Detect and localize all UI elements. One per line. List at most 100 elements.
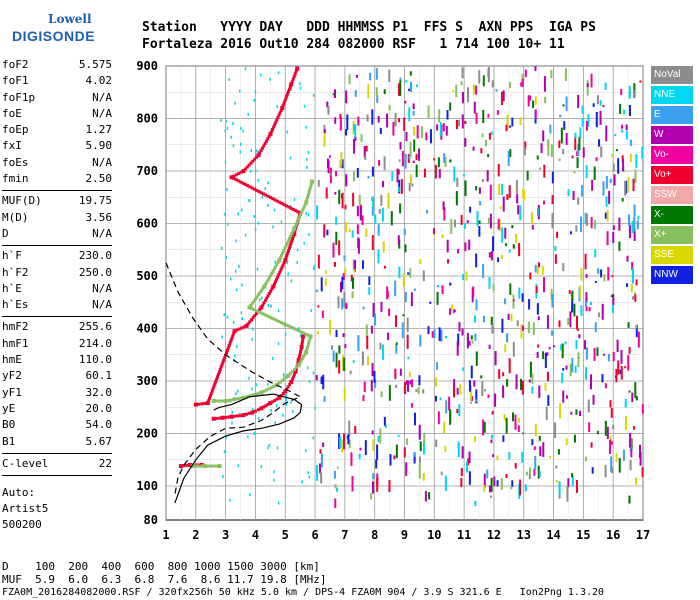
noise-mark	[509, 149, 512, 158]
noise-mark	[498, 220, 501, 231]
noise-mark	[521, 451, 524, 463]
param-value: 255.6	[78, 320, 112, 334]
trace-point	[274, 120, 278, 124]
noise-mark	[594, 249, 597, 258]
noise-mark	[531, 439, 534, 446]
trace-point	[231, 334, 235, 338]
noise-mark	[601, 374, 604, 383]
noise-mark	[639, 80, 642, 83]
noise-mark	[588, 307, 591, 312]
param-label: B0	[2, 418, 16, 432]
param-value: 230.0	[78, 249, 112, 263]
noise-mark	[346, 114, 349, 131]
trace-point	[302, 355, 306, 358]
noise-mark	[323, 124, 326, 133]
noise-mark	[226, 188, 228, 192]
noise-mark	[609, 435, 612, 442]
noise-mark	[560, 344, 563, 351]
noise-mark	[635, 324, 638, 329]
file-info: FZA0M_2016284082000.RSF / 320fx256h 50 k…	[2, 587, 605, 598]
noise-mark	[258, 416, 260, 420]
noise-mark	[334, 191, 337, 195]
noise-mark	[239, 150, 242, 154]
param-label: MUF(D)	[2, 194, 42, 208]
noise-mark	[342, 273, 345, 280]
trace-point	[265, 280, 269, 284]
noise-mark	[622, 449, 625, 461]
trace-point	[260, 146, 264, 150]
trace-point	[200, 402, 204, 406]
trace-point	[262, 144, 266, 148]
noise-mark	[571, 475, 574, 487]
trace-point	[264, 282, 268, 286]
legend-item-vo-plus: Vo+	[651, 166, 693, 184]
noise-mark	[436, 124, 439, 131]
noise-mark	[471, 340, 474, 344]
noise-mark	[465, 271, 468, 281]
noise-mark	[512, 342, 515, 357]
noise-mark	[399, 141, 402, 150]
noise-mark	[403, 117, 406, 131]
trace-point	[283, 389, 288, 394]
trace-point	[268, 401, 273, 406]
noise-mark	[539, 446, 542, 457]
noise-mark	[536, 265, 539, 275]
noise-mark	[528, 298, 531, 310]
noise-mark	[306, 157, 308, 161]
trace-point	[308, 187, 312, 191]
trace-point	[279, 268, 283, 272]
trace-point	[178, 464, 183, 469]
trace-point	[300, 342, 304, 346]
noise-mark	[473, 101, 476, 114]
noise-mark	[366, 356, 369, 366]
noise-mark	[375, 68, 378, 80]
noise-mark	[507, 313, 510, 320]
noise-mark	[377, 249, 380, 264]
noise-mark	[628, 495, 631, 504]
trace-point	[289, 380, 294, 385]
noise-mark	[605, 125, 608, 142]
noise-mark	[270, 304, 272, 308]
trace-point	[266, 194, 270, 198]
noise-mark	[380, 391, 383, 398]
noise-mark	[452, 308, 455, 314]
noise-mark	[502, 196, 505, 212]
noise-mark	[574, 132, 577, 139]
noise-mark	[366, 335, 369, 350]
noise-mark	[570, 411, 573, 415]
noise-mark	[573, 434, 576, 443]
noise-mark	[607, 354, 610, 362]
noise-mark	[575, 339, 578, 349]
noise-mark	[633, 228, 636, 241]
trace-point	[268, 196, 272, 200]
noise-mark	[501, 318, 504, 333]
noise-mark	[351, 277, 354, 289]
noise-mark	[267, 382, 269, 386]
param-row: B0 54.0	[2, 418, 112, 434]
noise-mark	[399, 77, 402, 82]
noise-mark	[437, 157, 440, 168]
noise-mark	[446, 239, 449, 253]
noise-mark	[418, 462, 421, 479]
noise-mark	[557, 448, 560, 455]
noise-mark	[542, 130, 545, 142]
noise-mark	[365, 324, 368, 339]
param-value: N/A	[92, 90, 112, 104]
noise-mark	[290, 400, 292, 404]
noise-mark	[445, 336, 448, 339]
trace-point	[274, 265, 278, 269]
x-tick-label: 14	[546, 528, 560, 542]
trace-point	[286, 92, 290, 96]
noise-mark	[575, 225, 578, 232]
noise-mark	[396, 168, 399, 183]
noise-mark	[625, 130, 628, 140]
noise-mark	[621, 129, 624, 133]
noise-mark	[621, 155, 624, 162]
noise-mark	[478, 226, 481, 237]
noise-mark	[317, 305, 320, 308]
noise-mark	[467, 458, 470, 466]
noise-mark	[635, 279, 638, 286]
noise-mark	[475, 112, 478, 124]
noise-mark	[273, 470, 275, 474]
noise-mark	[562, 262, 565, 272]
